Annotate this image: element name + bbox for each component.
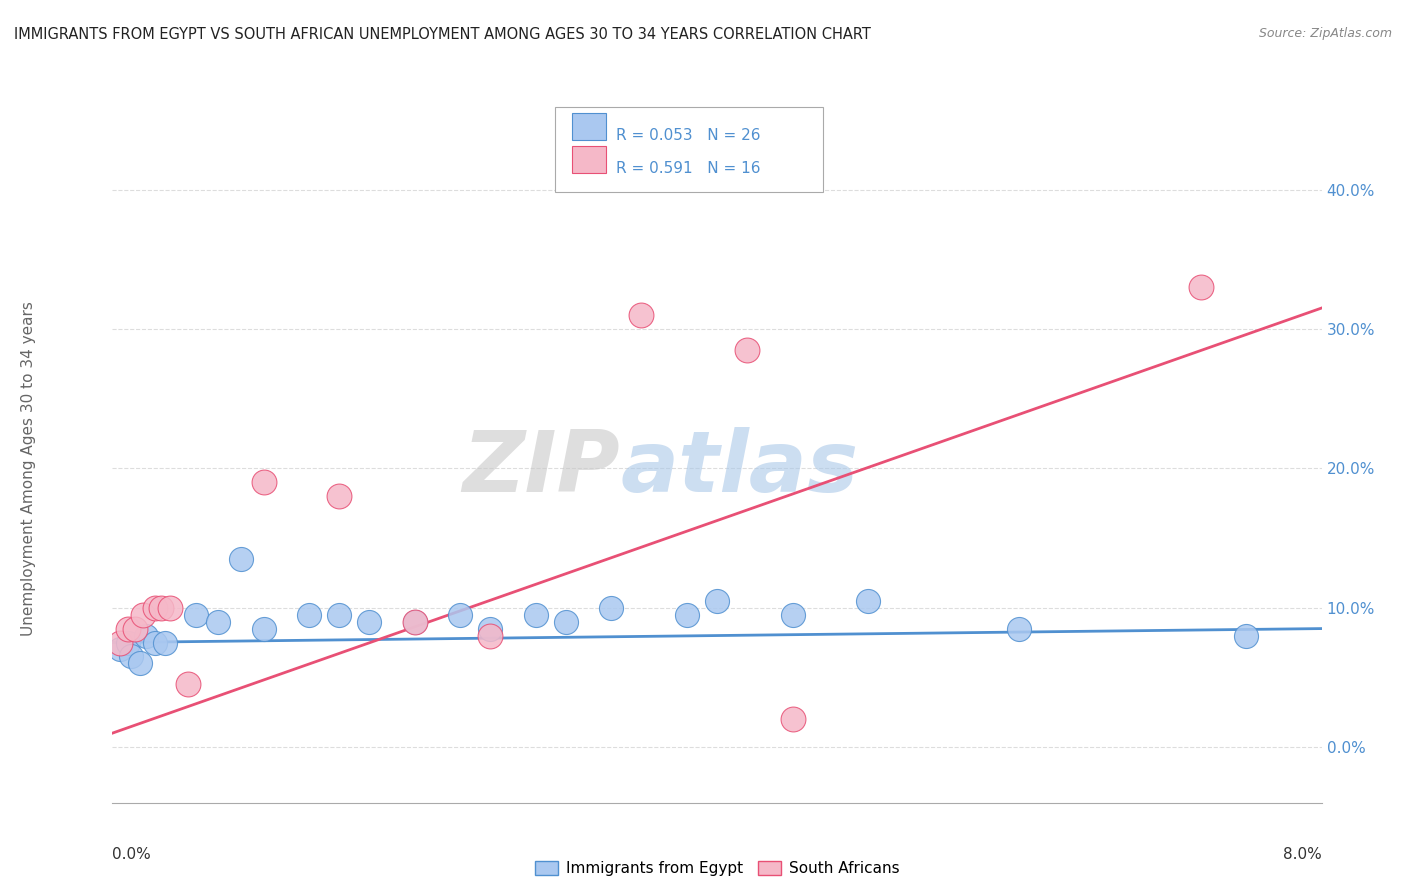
Point [328,607,350,622]
Point [207,615,229,629]
Point [143,600,166,615]
Text: R = 0.591   N = 16: R = 0.591 N = 16 [616,161,761,176]
Point [117,635,139,649]
Point [1189,280,1212,294]
Text: 8.0%: 8.0% [1282,847,1322,863]
Point [359,615,381,629]
Text: Unemployment Among Ages 30 to 34 years: Unemployment Among Ages 30 to 34 years [21,301,35,636]
Point [404,615,426,629]
Text: atlas: atlas [620,426,859,510]
Point [298,607,321,622]
Point [177,677,200,691]
Point [782,607,804,622]
Point [600,600,623,615]
Text: R = 0.053   N = 26: R = 0.053 N = 26 [616,128,761,143]
Point [706,593,728,607]
Point [782,712,804,726]
Point [479,622,502,636]
Point [253,622,276,636]
Point [108,642,131,657]
Text: 0.0%: 0.0% [112,847,152,863]
Point [524,607,547,622]
Point [253,475,276,490]
Point [229,552,252,566]
Point [856,593,880,607]
Point [1234,629,1257,643]
Point [155,635,177,649]
Point [143,635,166,649]
Point [479,629,502,643]
Point [135,629,157,643]
Point [117,622,139,636]
Point [120,649,142,664]
Text: Source: ZipAtlas.com: Source: ZipAtlas.com [1258,27,1392,40]
Point [159,600,181,615]
Text: ZIP: ZIP [463,426,620,510]
Point [149,600,172,615]
Point [449,607,471,622]
Point [554,615,576,629]
Point [675,607,697,622]
Point [737,343,759,357]
Point [132,607,155,622]
Point [124,622,146,636]
Point [328,489,350,503]
Point [184,607,207,622]
Point [630,308,652,322]
Text: IMMIGRANTS FROM EGYPT VS SOUTH AFRICAN UNEMPLOYMENT AMONG AGES 30 TO 34 YEARS CO: IMMIGRANTS FROM EGYPT VS SOUTH AFRICAN U… [14,27,870,42]
Point [108,635,131,649]
Legend: Immigrants from Egypt, South Africans: Immigrants from Egypt, South Africans [529,855,905,882]
Point [404,615,426,629]
Point [128,657,150,671]
Point [1008,622,1031,636]
